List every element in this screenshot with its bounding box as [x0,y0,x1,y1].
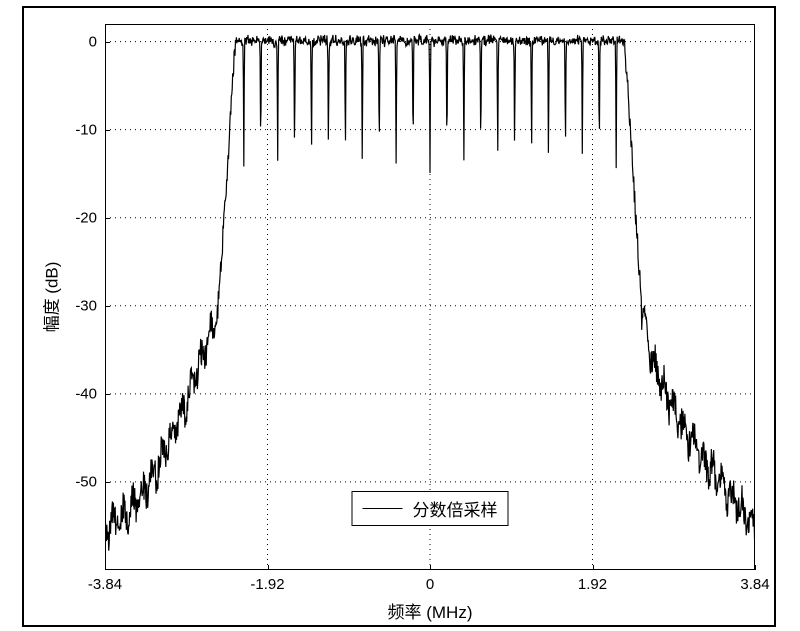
y-tick-label: -40 [75,385,97,402]
x-tick-mark [430,565,431,570]
x-tick-mark [755,565,756,570]
x-tick-mark [593,565,594,570]
x-tick-mark [268,565,269,570]
legend-label: 分数倍采样 [413,496,498,521]
x-tick-label: 0 [426,576,434,593]
y-tick-label: -50 [75,473,97,490]
figure: 分数倍采样 -3.84 -1.92 0 1.92 3.84 0 -10 -20 -30 -40 -… [0,0,800,631]
y-tick-label: -20 [75,209,97,226]
x-axis-label: 频率 (MHz) [388,598,473,623]
y-tick-mark [105,218,110,219]
x-tick-label: -1.92 [250,576,284,593]
plot-area: 分数倍采样 [105,24,755,570]
y-tick-label: -30 [75,297,97,314]
y-tick-mark [105,130,110,131]
x-tick-label: -3.84 [88,576,122,593]
y-tick-mark [105,482,110,483]
x-tick-label: 3.84 [740,576,769,593]
x-tick-label: 1.92 [578,576,607,593]
y-tick-mark [105,394,110,395]
series-line [105,24,755,570]
x-tick-mark [105,565,106,570]
legend: 分数倍采样 [352,491,509,526]
y-tick-mark [105,306,110,307]
y-axis-label: 幅度 (dB) [38,262,63,333]
y-tick-label: 0 [89,33,97,50]
legend-line-swatch [363,508,403,509]
y-tick-mark [105,42,110,43]
y-tick-label: -10 [75,121,97,138]
